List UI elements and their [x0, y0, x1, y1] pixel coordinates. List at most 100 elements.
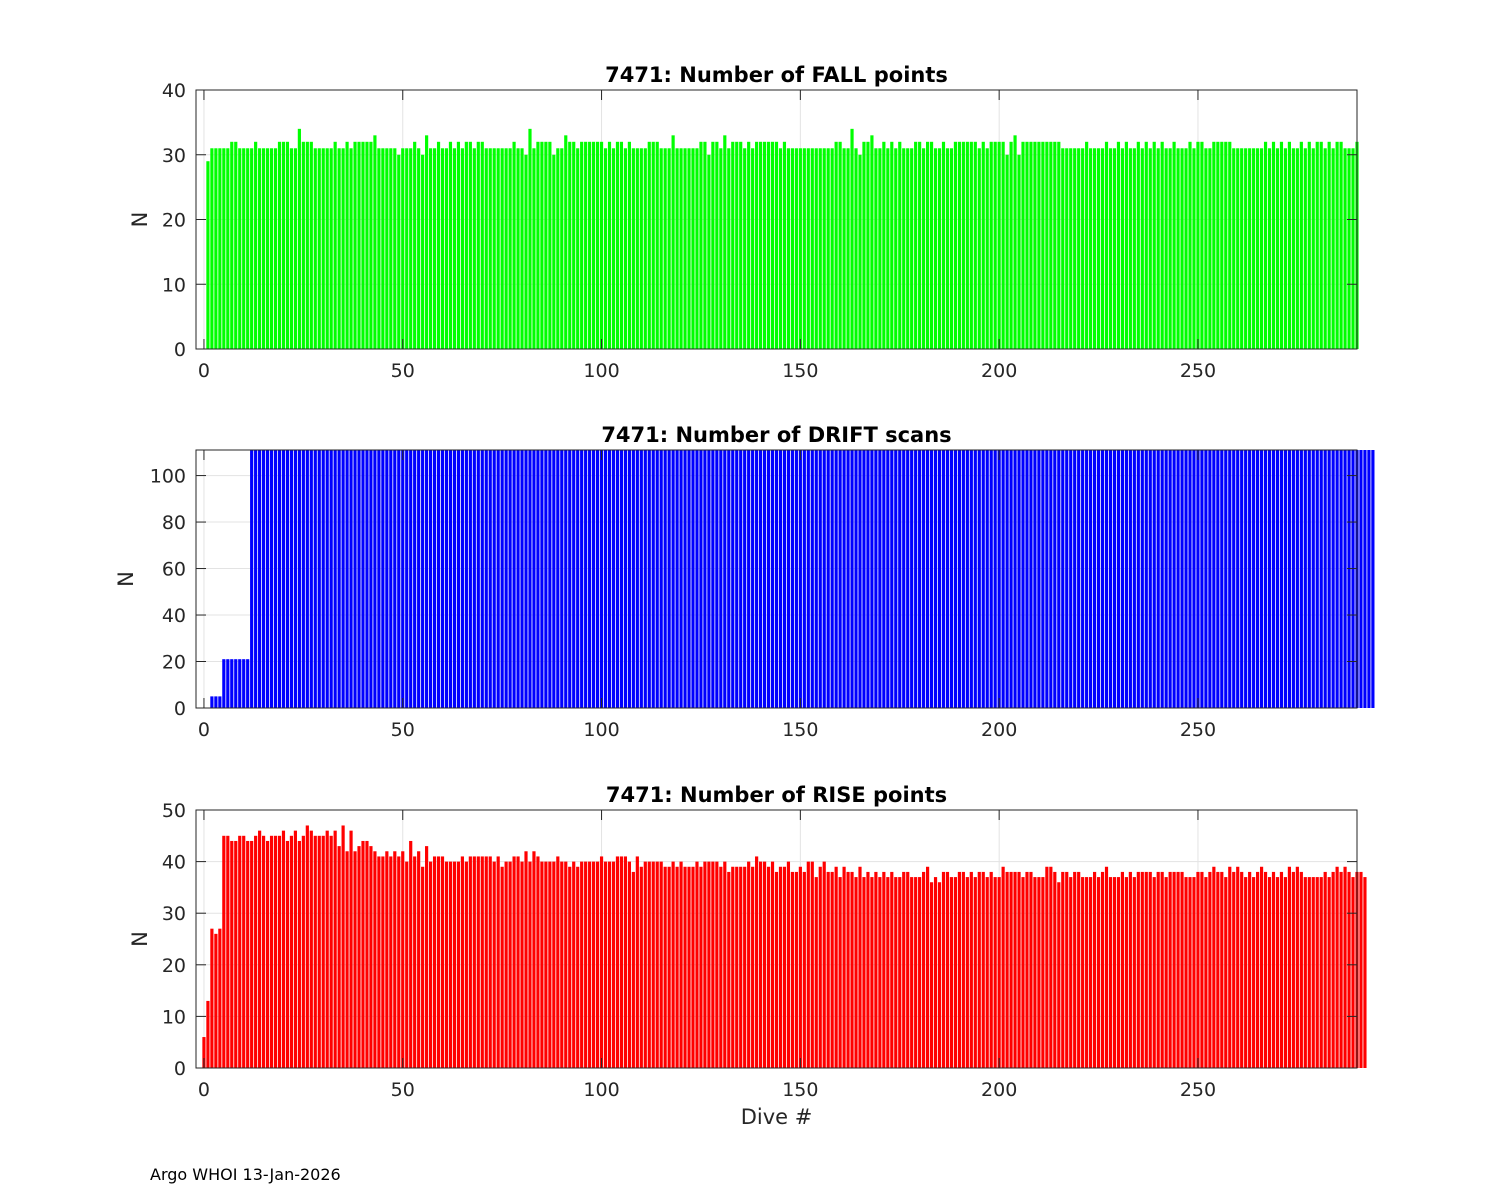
- bar: [739, 141, 743, 349]
- chart-3: 0 50 100 150 200 250 0 10 20 30 40 50 7471: Number o…: [128, 783, 1367, 1129]
- bar: [755, 141, 759, 349]
- bar: [1248, 871, 1252, 1068]
- bar: [1263, 871, 1268, 1068]
- bar: [210, 696, 214, 708]
- bar: [440, 148, 445, 349]
- bar: [242, 835, 246, 1068]
- bar: [914, 450, 918, 708]
- bar: [313, 835, 317, 1068]
- bar: [1248, 148, 1252, 349]
- bar: [615, 141, 620, 349]
- bar: [1085, 877, 1089, 1068]
- bar: [218, 928, 222, 1068]
- bar: [504, 450, 508, 708]
- bar: [572, 141, 576, 349]
- bar: [1319, 450, 1323, 708]
- bar: [850, 128, 854, 349]
- bar: [516, 148, 520, 349]
- bar: [393, 851, 397, 1068]
- bar: [397, 154, 401, 349]
- y-tick-label: 0: [174, 339, 186, 361]
- bar: [512, 141, 516, 349]
- bar: [1073, 148, 1077, 349]
- bar: [770, 141, 775, 349]
- bar: [472, 450, 476, 708]
- bar: [655, 450, 659, 708]
- bar: [1323, 871, 1327, 1068]
- bar: [882, 141, 886, 349]
- bar: [977, 450, 981, 708]
- bar: [321, 835, 325, 1068]
- bar: [269, 148, 274, 349]
- bar: [409, 840, 413, 1068]
- bar: [572, 861, 576, 1068]
- bar: [695, 861, 699, 1068]
- bar: [385, 450, 389, 708]
- bar: [413, 856, 417, 1068]
- bar: [830, 450, 834, 708]
- bar: [1021, 141, 1025, 349]
- bar: [464, 450, 468, 708]
- bar: [906, 871, 910, 1068]
- bar: [1327, 877, 1331, 1068]
- bar: [862, 450, 866, 708]
- bar: [1041, 877, 1045, 1068]
- bar: [985, 877, 989, 1068]
- bar: [667, 450, 671, 708]
- bar: [560, 450, 564, 708]
- bar: [250, 450, 254, 708]
- bar: [1172, 450, 1176, 708]
- bar: [1339, 141, 1343, 349]
- bar: [1057, 450, 1061, 708]
- bar: [1152, 877, 1156, 1068]
- bar: [492, 861, 496, 1068]
- bar: [536, 856, 540, 1068]
- bar: [1252, 148, 1256, 349]
- bar: [452, 148, 457, 349]
- bar: [878, 877, 882, 1068]
- bar: [1188, 450, 1192, 708]
- bar: [957, 871, 961, 1068]
- bar: [683, 866, 687, 1068]
- bar: [425, 846, 429, 1068]
- bar: [719, 148, 723, 349]
- bar: [961, 141, 965, 349]
- bar: [269, 835, 274, 1068]
- bar: [929, 882, 934, 1068]
- bar: [1013, 871, 1017, 1068]
- bar: [1120, 450, 1124, 708]
- bar: [1001, 450, 1005, 708]
- bar: [444, 148, 449, 349]
- bar: [369, 141, 373, 349]
- bar: [1148, 871, 1152, 1068]
- bar: [1192, 450, 1196, 708]
- bar: [731, 866, 735, 1068]
- bar: [1152, 141, 1156, 349]
- bar: [309, 830, 313, 1068]
- bar: [1188, 141, 1192, 349]
- bar: [778, 450, 783, 708]
- bar: [1065, 148, 1069, 349]
- bar: [965, 450, 969, 708]
- bar: [949, 877, 954, 1068]
- bar: [1291, 148, 1295, 349]
- bar: [933, 148, 938, 349]
- bar: [1351, 148, 1355, 349]
- bar: [524, 154, 528, 349]
- bar: [488, 856, 492, 1068]
- bar: [922, 871, 926, 1068]
- bar: [1096, 450, 1101, 708]
- bar: [353, 851, 357, 1068]
- bar: [246, 659, 250, 708]
- y-axis-label: N: [128, 212, 152, 228]
- bar: [862, 877, 866, 1068]
- bar: [1232, 148, 1236, 349]
- bar: [444, 450, 449, 708]
- bar: [385, 851, 389, 1068]
- bar: [945, 871, 950, 1068]
- bar: [1252, 877, 1256, 1068]
- bar: [826, 871, 830, 1068]
- bar: [373, 135, 377, 349]
- bar: [480, 450, 484, 708]
- bar: [289, 148, 294, 349]
